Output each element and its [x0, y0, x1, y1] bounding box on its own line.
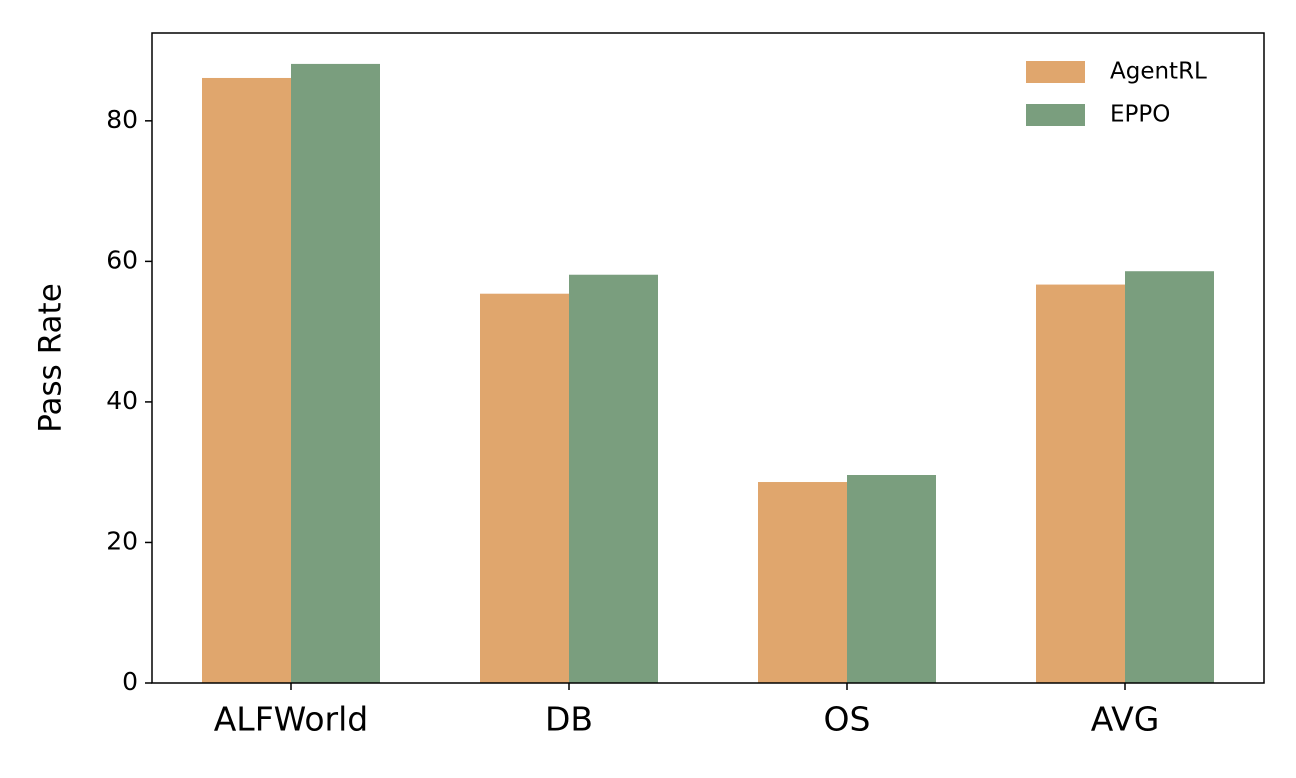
x-tick-label: ALFWorld: [214, 700, 369, 739]
y-tick-label: 0: [122, 667, 138, 696]
legend-label: AgentRL: [1110, 59, 1207, 85]
legend-swatch: [1026, 104, 1085, 126]
x-tick-label: OS: [824, 700, 871, 739]
bar: [1036, 284, 1125, 683]
y-axis-label: Pass Rate: [33, 283, 69, 433]
bar: [480, 293, 569, 683]
y-tick-label: 20: [106, 526, 138, 555]
x-tick-label: AVG: [1091, 700, 1160, 739]
legend-swatch: [1026, 61, 1085, 83]
plot-frame: [151, 32, 1265, 684]
bar: [569, 274, 658, 683]
y-tick-label: 40: [106, 386, 138, 415]
bar: [202, 77, 291, 684]
x-tick-label: DB: [545, 700, 593, 739]
legend-label: EPPO: [1110, 102, 1170, 128]
y-tick-label: 80: [106, 105, 138, 134]
bar: [847, 475, 936, 683]
bar: [291, 63, 380, 683]
bar: [758, 482, 847, 683]
bar: [1125, 271, 1214, 683]
y-tick-label: 60: [106, 245, 138, 274]
